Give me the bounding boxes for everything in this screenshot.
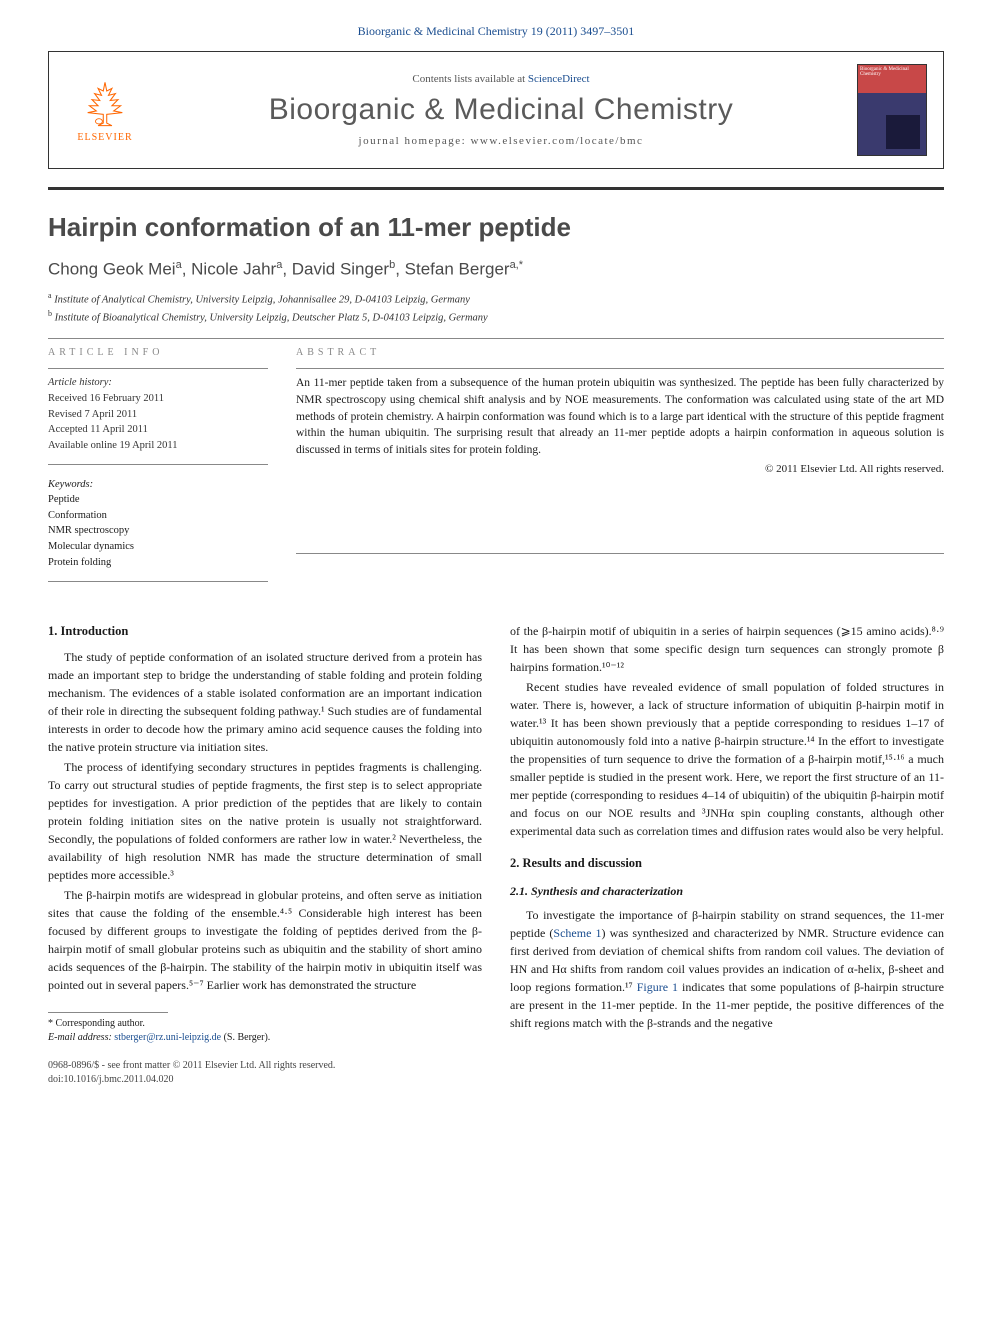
s1-p5: Recent studies have revealed evidence of… [510,678,944,840]
contents-line: Contents lists available at ScienceDirec… [145,73,857,85]
section-2-heading: 2. Results and discussion [510,854,944,873]
issn-line: 0968-0896/$ - see front matter © 2011 El… [48,1059,482,1073]
journal-name: Bioorganic & Medicinal Chemistry [145,93,857,127]
homepage-prefix: journal homepage: [359,135,471,147]
cover-image [886,115,920,149]
history-label: Article history: [48,375,268,391]
article-info-label: ARTICLE INFO [48,347,268,358]
body-column-left: 1. Introduction The study of peptide con… [48,622,482,1088]
s1-p2: The process of identifying secondary str… [48,758,482,884]
s1-p1: The study of peptide conformation of an … [48,648,482,756]
history-rule-bottom [48,464,268,465]
corr-email-link[interactable]: stberger@rz.uni-leipzig.de [114,1032,221,1043]
abstract-rule-top [296,368,944,369]
abstract-text: An 11-mer peptide taken from a subsequen… [296,375,944,458]
keywords-list: PeptideConformationNMR spectroscopyMolec… [48,492,268,571]
history-rule-top [48,368,268,369]
elsevier-tree-icon [79,78,131,130]
history-received: Received 16 February 2011 [48,391,268,407]
journal-header-box: ELSEVIER Contents lists available at Sci… [48,51,944,169]
abstract-copyright: © 2011 Elsevier Ltd. All rights reserved… [296,463,944,475]
elsevier-logo[interactable]: ELSEVIER [65,78,145,143]
section-1-heading: 1. Introduction [48,622,482,641]
history-accepted: Accepted 11 April 2011 [48,422,268,438]
journal-cover-thumbnail[interactable]: Bioorganic & Medicinal Chemistry [857,64,927,156]
doi-line: doi:10.1016/j.bmc.2011.04.020 [48,1073,482,1087]
email-label: E-mail address: [48,1032,114,1043]
cover-title: Bioorganic & Medicinal Chemistry [858,65,926,93]
keywords-rule-bottom [48,581,268,582]
homepage-url[interactable]: www.elsevier.com/locate/bmc [470,135,643,147]
front-matter-line: 0968-0896/$ - see front matter © 2011 El… [48,1059,482,1087]
abstract-label: ABSTRACT [296,347,944,358]
section-2-1-heading: 2.1. Synthesis and characterization [510,882,944,900]
corr-author-label: * Corresponding author. [48,1017,482,1031]
top-citation: Bioorganic & Medicinal Chemistry 19 (201… [48,24,944,39]
info-top-rule [48,338,944,339]
s2-1-p1: To investigate the importance of β-hairp… [510,906,944,1032]
corresponding-footnote: * Corresponding author. E-mail address: … [48,1017,482,1045]
elsevier-label: ELSEVIER [77,132,132,143]
contents-prefix: Contents lists available at [412,73,527,85]
s1-p4: of the β-hairpin motif of ubiquitin in a… [510,622,944,676]
history-revised: Revised 7 April 2011 [48,407,268,423]
keywords-label: Keywords: [48,479,268,490]
abstract-rule-bottom [296,553,944,554]
s1-p3: The β-hairpin motifs are widespread in g… [48,886,482,994]
footnote-separator [48,1012,168,1013]
article-affiliations: a Institute of Analytical Chemistry, Uni… [48,290,944,327]
article-authors: Chong Geok Meia, Nicole Jahra, David Sin… [48,259,944,280]
body-column-right: of the β-hairpin motif of ubiquitin in a… [510,622,944,1088]
sciencedirect-link[interactable]: ScienceDirect [528,73,590,85]
corr-email-who: (S. Berger). [221,1032,270,1043]
journal-homepage: journal homepage: www.elsevier.com/locat… [145,135,857,147]
article-title: Hairpin conformation of an 11-mer peptid… [48,212,944,243]
history-online: Available online 19 April 2011 [48,438,268,454]
